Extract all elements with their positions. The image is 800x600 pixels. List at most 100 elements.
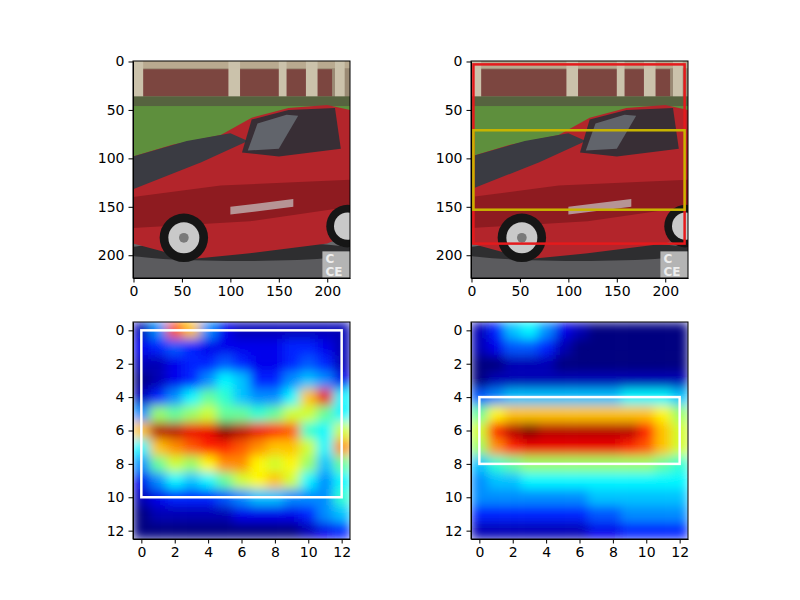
watermark: CE: [663, 265, 680, 279]
cell: [317, 506, 334, 523]
cell: [250, 422, 267, 439]
tick-label: 8: [116, 456, 125, 472]
cell: [504, 489, 521, 506]
cell: [554, 439, 571, 456]
tick-label: 150: [266, 283, 293, 299]
tick-label: 4: [204, 544, 213, 560]
cell: [538, 322, 555, 339]
cell: [233, 355, 250, 372]
cell: [216, 506, 233, 523]
cell: [200, 522, 217, 539]
cell: [588, 506, 605, 523]
tick-label: 8: [271, 544, 280, 560]
cell: [521, 355, 538, 372]
cell: [554, 322, 571, 339]
cell: [588, 422, 605, 439]
cell: [554, 472, 571, 489]
tick-label: 0: [116, 53, 125, 69]
panel: 024681012024681012: [445, 322, 689, 560]
plot-area: [471, 61, 688, 278]
cell: [471, 489, 488, 506]
tick-mark: [467, 464, 472, 465]
cell: [655, 522, 672, 539]
cell: [538, 405, 555, 422]
tick-mark: [520, 278, 521, 283]
cell: [300, 372, 317, 389]
cell: [283, 389, 300, 406]
windshield-glare: [586, 115, 636, 151]
cell: [166, 405, 183, 422]
cell: [150, 405, 167, 422]
tick-label: 2: [454, 356, 463, 372]
tick-label: 50: [107, 102, 125, 118]
plot-area: [471, 322, 688, 539]
cell: [671, 372, 688, 389]
cell: [521, 322, 538, 339]
watermark: C: [325, 252, 334, 266]
tick-label: 2: [509, 544, 518, 560]
cell: [621, 472, 638, 489]
cell: [471, 506, 488, 523]
cell: [183, 405, 200, 422]
cell: [554, 506, 571, 523]
cell: [283, 422, 300, 439]
cell: [655, 489, 672, 506]
tick-label: 12: [333, 544, 351, 560]
tick-label: 150: [98, 199, 125, 215]
tick: 12: [445, 523, 471, 539]
tick-label: 6: [116, 422, 125, 438]
cell: [150, 439, 167, 456]
tick-mark: [513, 539, 514, 544]
cell: [621, 422, 638, 439]
cell: [488, 439, 505, 456]
cell: [250, 439, 267, 456]
cell: [521, 472, 538, 489]
cell: [233, 422, 250, 439]
cell: [150, 389, 167, 406]
cell: [216, 405, 233, 422]
tick: 0: [454, 322, 471, 338]
cell: [488, 322, 505, 339]
side-vent: [568, 199, 631, 215]
tick-label: 10: [638, 544, 656, 560]
plot-area: [133, 322, 350, 539]
cell: [504, 372, 521, 389]
cell: [317, 472, 334, 489]
tick: 0: [468, 278, 477, 299]
box: [473, 130, 684, 209]
box: [479, 397, 679, 464]
tick: 10: [300, 539, 318, 560]
cell: [521, 405, 538, 422]
cell: [233, 372, 250, 389]
cell: [183, 472, 200, 489]
cell: [655, 422, 672, 439]
cell: [605, 372, 622, 389]
cell: [621, 372, 638, 389]
cell: [183, 389, 200, 406]
cell: [521, 522, 538, 539]
cell: [300, 339, 317, 356]
tick-mark: [129, 110, 134, 111]
cell: [233, 339, 250, 356]
cell: [488, 506, 505, 523]
cell: [233, 456, 250, 473]
cell: [317, 405, 334, 422]
x-axis: 050100150200: [130, 278, 351, 299]
tick: 2: [116, 356, 133, 372]
box: [141, 330, 341, 497]
cell: [638, 322, 655, 339]
rim: [334, 213, 350, 240]
tick-mark: [467, 531, 472, 532]
tick-mark: [613, 539, 614, 544]
panel: 024681012024681012: [107, 322, 351, 560]
tick-label: 0: [475, 544, 484, 560]
tick-mark: [327, 278, 328, 283]
cell: [267, 372, 284, 389]
tick-label: 12: [671, 544, 689, 560]
cell: [233, 472, 250, 489]
tyre: [326, 205, 350, 248]
cell: [183, 422, 200, 439]
hub: [179, 233, 189, 243]
tick-label: 200: [652, 283, 679, 299]
cell: [200, 506, 217, 523]
